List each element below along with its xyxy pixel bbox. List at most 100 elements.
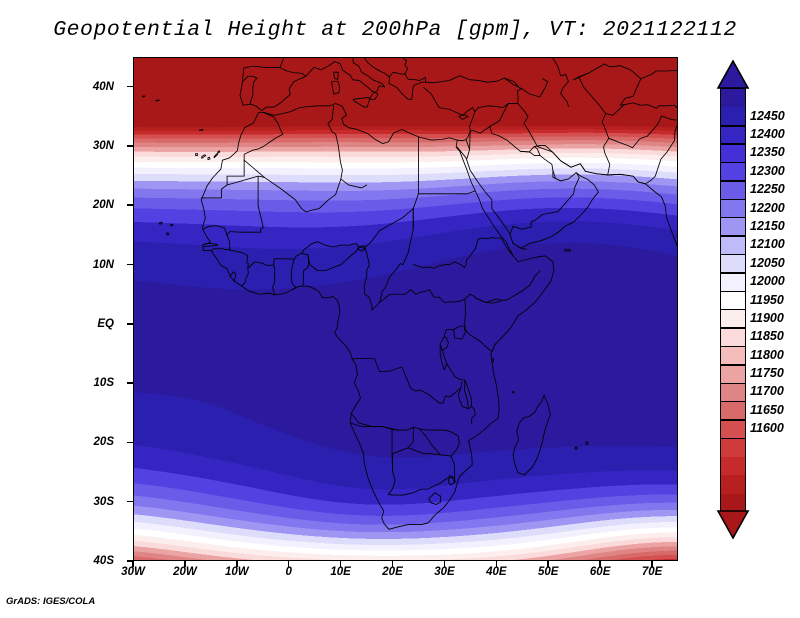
country-border [573,63,677,81]
colorbar-tick-label: 11950 [750,292,784,307]
coastline [155,99,160,102]
country-border [203,225,228,236]
x-axis-tick [236,561,238,567]
colorbar-tick [721,253,745,256]
colorbar-tick [721,272,745,274]
country-border [402,58,427,83]
y-axis-tick [127,500,133,503]
colorbar-tick-label: 12000 [750,274,785,289]
coastline [207,156,211,161]
country-border [465,139,471,159]
x-axis-tick-label: 10W [224,566,249,578]
country-border [202,243,219,247]
country-border [363,208,414,303]
coastline [170,224,174,227]
colorbar-segment [721,420,745,440]
country-border [474,297,502,304]
country-border [229,271,237,282]
colorbar-tick-label: 11800 [750,347,784,362]
colorbar-tick [721,290,745,293]
colorbar-segment [721,309,745,329]
colorbar-min-arrow [718,511,748,538]
colorbar-segment [721,328,745,348]
colorbar-tick [721,382,745,384]
coastline [491,358,494,362]
country-border [388,476,456,496]
coastline [201,154,207,159]
colorbar-tick [721,125,745,127]
country-border [243,111,284,161]
x-axis-tick [184,561,186,567]
country-border [619,78,642,106]
coastline [607,173,677,248]
coastline [213,153,219,159]
coastline [165,232,170,236]
colorbar-tick [721,198,745,201]
coastline [453,325,466,340]
colorbar-max-arrow [718,61,748,88]
country-border [391,429,393,472]
colorbar-tick [721,345,745,348]
colorbar-segment [721,125,745,145]
country-border [536,146,609,176]
country-border [243,105,343,213]
colorbar-segment [721,236,745,256]
coastline [333,71,339,80]
y-axis-tick-label: 20N [92,199,114,212]
country-border [358,246,430,311]
coastline [331,81,341,95]
colorbar-segment [721,89,745,108]
colorbar-tick-label: 12400 [750,126,785,141]
country-border [307,246,360,272]
coastline [358,245,367,252]
x-axis-tick-label: 20E [382,566,403,578]
x-axis-tick-label: 60E [589,566,611,578]
country-border [279,67,307,77]
country-border [412,259,467,269]
colorbar-segment [721,107,745,127]
country-border [466,237,514,261]
colorbar-segment [721,217,745,237]
country-border [210,234,231,251]
y-axis-tick [127,382,133,384]
colorbar-segment [721,272,745,292]
y-axis-tick-label: 40S [93,555,114,567]
colorbar-segment [721,144,745,164]
coastline [439,343,448,371]
colorbar-tick [721,216,745,219]
colorbar-tick-label: 12050 [750,255,785,270]
colorbar-scale [720,88,746,513]
country-border [509,172,580,235]
country-border [645,125,677,185]
x-axis-tick [495,561,498,567]
coastline [552,58,569,107]
footer-credit: GrADS: IGES/COLA [6,596,96,607]
coastline [158,221,163,225]
colorbar-tick [721,235,745,237]
country-border [349,422,399,431]
y-axis-tick [127,441,133,444]
coastline [239,58,505,111]
colorbar-tick-label: 11650 [750,402,784,417]
colorbar-tick-label: 12350 [750,145,785,160]
colorbar-tick-label: 12150 [750,218,785,233]
country-border [443,329,455,338]
colorbar-min-arrow-outline [716,510,750,540]
colorbar-tick-label: 11850 [750,329,784,344]
colorbar-tick-label: 12250 [750,182,785,197]
colorbar-segment [721,291,745,311]
coastline [195,153,199,156]
x-axis-tick-label: 30W [121,566,145,578]
colorbar-segment [721,383,745,403]
y-axis-tick-label: 20S [93,436,114,449]
country-border [469,130,471,150]
country-border [457,381,470,410]
contour-band [134,242,677,458]
y-axis-tick [127,560,133,562]
colorbar-tick [721,161,745,164]
x-axis-tick [599,561,601,567]
map-plot-area [133,57,678,561]
y-axis-tick [127,145,133,147]
coastline [141,95,146,98]
country-border [450,455,456,483]
